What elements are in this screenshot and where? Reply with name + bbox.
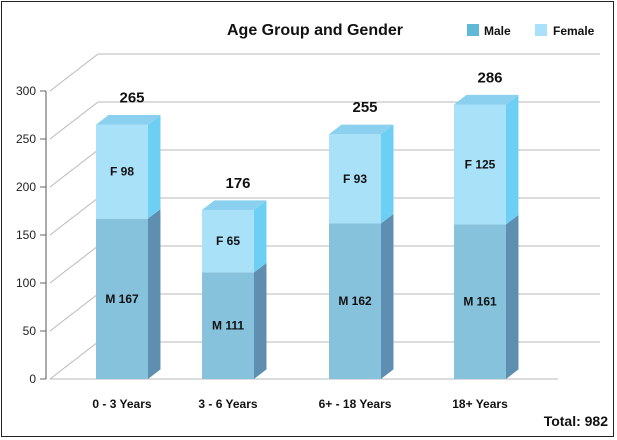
bar-total-label: 255 [352, 99, 377, 116]
bar-male [96, 218, 148, 379]
y-tick-label: 50 [23, 324, 37, 338]
y-axis: 0 50 100 150 200 250 300 [16, 84, 47, 386]
bar-male [329, 223, 381, 379]
legend-swatch-male [467, 24, 479, 36]
legend-label-male: Male [484, 24, 511, 38]
female-value-label: F 98 [110, 165, 134, 179]
bar-male-side [254, 262, 267, 379]
y-tick-label: 200 [16, 180, 36, 194]
female-value-label: F 65 [216, 234, 240, 248]
bar-male [454, 224, 506, 379]
chart-title: Age Group and Gender [227, 22, 403, 39]
grand-total-label: Total: 982 [544, 413, 609, 429]
bar-female [454, 104, 506, 225]
bars-layer [96, 94, 519, 379]
y-tick-label: 250 [16, 132, 36, 146]
gridline-diagonal [49, 149, 99, 188]
bar-female-side [506, 94, 519, 225]
gridline-diagonal [49, 293, 99, 332]
bar-male [202, 272, 254, 379]
bar-female-side [148, 114, 161, 219]
bar-female [96, 124, 148, 219]
legend-label-female: Female [553, 24, 595, 38]
bar-female [329, 134, 381, 224]
labels-layer: M 167 F 98 265 0 - 3 Years M 111 F 65 176 3 - 6… [92, 69, 508, 411]
bar-male-side [506, 214, 519, 379]
bar-total-label: 265 [119, 90, 144, 107]
male-value-label: M 167 [105, 292, 139, 306]
legend-swatch-female [535, 24, 547, 36]
gridline-diagonal [49, 53, 99, 92]
y-tick-label: 100 [16, 276, 36, 290]
bar-female-side [381, 124, 394, 224]
bar-male-side [381, 213, 394, 379]
bar-female-top [96, 114, 161, 125]
gridline-diagonal [49, 101, 99, 140]
gridline-diagonal [49, 245, 99, 284]
gridline-diagonal [49, 197, 99, 236]
x-category-label: 3 - 6 Years [198, 397, 257, 411]
y-tick-label: 150 [16, 228, 36, 242]
gridline-diagonal [49, 341, 99, 380]
x-category-label: 6+ - 18 Years [319, 397, 392, 411]
bar-total-label: 286 [477, 69, 502, 86]
male-value-label: M 162 [338, 294, 372, 308]
bar-female-top [329, 124, 394, 135]
female-value-label: F 125 [465, 157, 496, 171]
bar-female-top [202, 200, 267, 211]
female-value-label: F 93 [343, 172, 367, 186]
y-tick-label: 300 [16, 84, 36, 98]
bar-female-top [454, 94, 519, 105]
bar-female [202, 210, 254, 273]
x-category-label: 18+ Years [452, 397, 508, 411]
male-value-label: M 111 [212, 319, 244, 333]
bar-total-label: 176 [225, 175, 250, 192]
male-value-label: M 161 [463, 295, 497, 309]
bar-female-side [254, 200, 267, 273]
y-tick-label: 0 [29, 372, 36, 386]
x-category-label: 0 - 3 Years [92, 397, 151, 411]
bar-male-side [148, 209, 161, 379]
legend: Male Female [467, 24, 595, 38]
